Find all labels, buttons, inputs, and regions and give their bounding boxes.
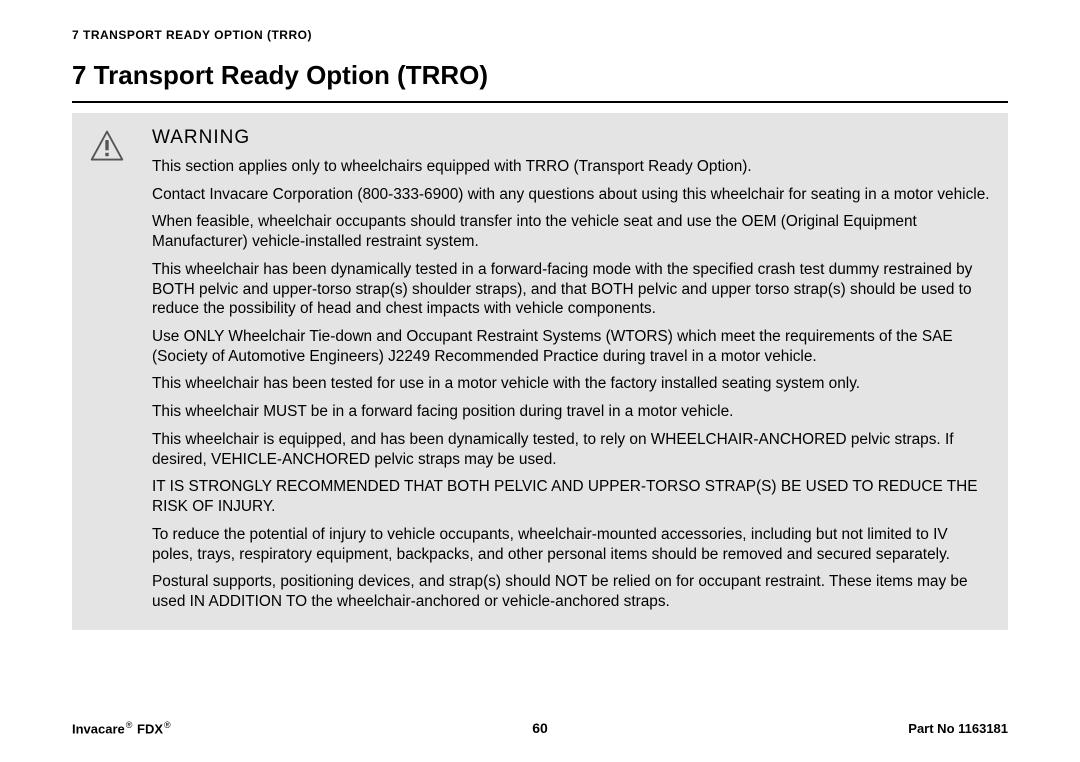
warning-text-column: WARNING This section applies only to whe… [152,127,990,612]
warning-paragraph: To reduce the potential of injury to veh… [152,525,990,564]
warning-paragraph: Contact Invacare Corporation (800-333-69… [152,185,990,205]
warning-paragraph: This wheelchair MUST be in a forward fac… [152,402,990,422]
part-number: Part No 1163181 [548,721,1008,736]
manual-page: 7 TRANSPORT READY OPTION (TRRO) 7 Transp… [0,0,1080,762]
warning-paragraph: This wheelchair has been dynamically tes… [152,260,990,319]
registered-mark-icon: ® [125,720,134,730]
page-number: 60 [532,720,548,736]
running-head: 7 TRANSPORT READY OPTION (TRRO) [72,28,1008,42]
page-footer: Invacare® FDX® 60 Part No 1163181 [72,720,1008,736]
warning-box: WARNING This section applies only to whe… [72,113,1008,630]
warning-paragraph: This section applies only to wheelchairs… [152,157,990,177]
section-title: 7 Transport Ready Option (TRRO) [72,60,1008,97]
warning-paragraph: Use ONLY Wheelchair Tie-down and Occupan… [152,327,990,366]
footer-brand: Invacare® FDX® [72,720,532,736]
warning-paragraph: This wheelchair has been tested for use … [152,374,990,394]
warning-heading: WARNING [152,127,990,149]
warning-icon-column [90,127,152,163]
warning-triangle-icon [90,129,124,163]
footer-brand-1: Invacare [72,721,125,736]
section-rule [72,101,1008,103]
warning-paragraph: IT IS STRONGLY RECOMMENDED THAT BOTH PEL… [152,477,990,516]
warning-paragraph: When feasible, wheelchair occupants shou… [152,212,990,251]
warning-paragraph: Postural supports, positioning devices, … [152,572,990,611]
registered-mark-icon: ® [163,720,172,730]
footer-brand-2: FDX [137,721,163,736]
warning-paragraph: This wheelchair is equipped, and has bee… [152,430,990,469]
